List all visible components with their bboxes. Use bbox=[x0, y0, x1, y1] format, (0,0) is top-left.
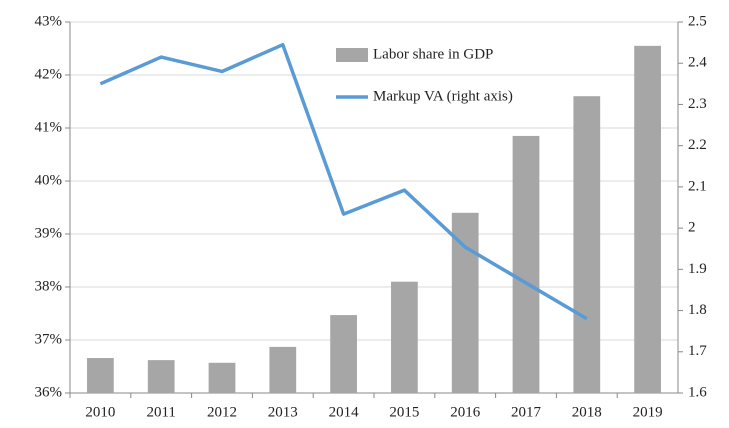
x-tick-label: 2010 bbox=[85, 404, 115, 420]
y2-tick-label: 2.1 bbox=[688, 178, 707, 194]
legend-label: Markup VA (right axis) bbox=[373, 88, 513, 104]
x-tick-label: 2011 bbox=[146, 404, 175, 420]
y2-tick-label: 1.8 bbox=[688, 302, 707, 318]
y2-tick-label: 2.5 bbox=[688, 13, 707, 29]
y-tick-label: 36% bbox=[35, 384, 63, 400]
y2-tick-label: 1.9 bbox=[688, 261, 707, 277]
y-tick-label: 40% bbox=[35, 172, 63, 188]
x-tick-label: 2014 bbox=[329, 404, 360, 420]
y-tick-label: 42% bbox=[35, 66, 63, 82]
x-tick-label: 2017 bbox=[511, 404, 542, 420]
line bbox=[99, 42, 588, 321]
y-tick-label: 38% bbox=[35, 278, 63, 294]
y2-tick-label: 2 bbox=[688, 220, 696, 236]
y2-tick-label: 2.3 bbox=[688, 96, 707, 112]
bar bbox=[573, 96, 601, 393]
y-tick-label: 43% bbox=[35, 13, 63, 29]
x-tick-label: 2012 bbox=[207, 404, 237, 420]
bar bbox=[330, 315, 357, 393]
y-tick-label: 37% bbox=[35, 331, 63, 347]
x-tick-label: 2018 bbox=[572, 404, 602, 420]
bar bbox=[391, 281, 418, 393]
x-tick-label: 2015 bbox=[389, 404, 419, 420]
y2-tick-label: 2.2 bbox=[688, 137, 707, 153]
bar bbox=[512, 135, 540, 393]
y2-tick-label: 1.7 bbox=[688, 343, 707, 359]
bar bbox=[634, 45, 661, 393]
y-tick-label: 41% bbox=[35, 119, 63, 135]
bar bbox=[147, 360, 175, 393]
bar bbox=[208, 362, 236, 393]
x-tick-label: 2013 bbox=[268, 404, 298, 420]
bar bbox=[87, 358, 114, 393]
legend-swatch bbox=[336, 48, 368, 62]
y-tick-label: 39% bbox=[35, 225, 63, 241]
x-tick-label: 2016 bbox=[450, 404, 481, 420]
x-tick-label: 2019 bbox=[633, 404, 663, 420]
bar bbox=[269, 346, 297, 393]
bar bbox=[451, 212, 479, 393]
y2-tick-label: 1.6 bbox=[688, 384, 707, 400]
y2-tick-label: 2.4 bbox=[688, 55, 707, 71]
legend-label: Labor share in GDP bbox=[373, 46, 493, 62]
